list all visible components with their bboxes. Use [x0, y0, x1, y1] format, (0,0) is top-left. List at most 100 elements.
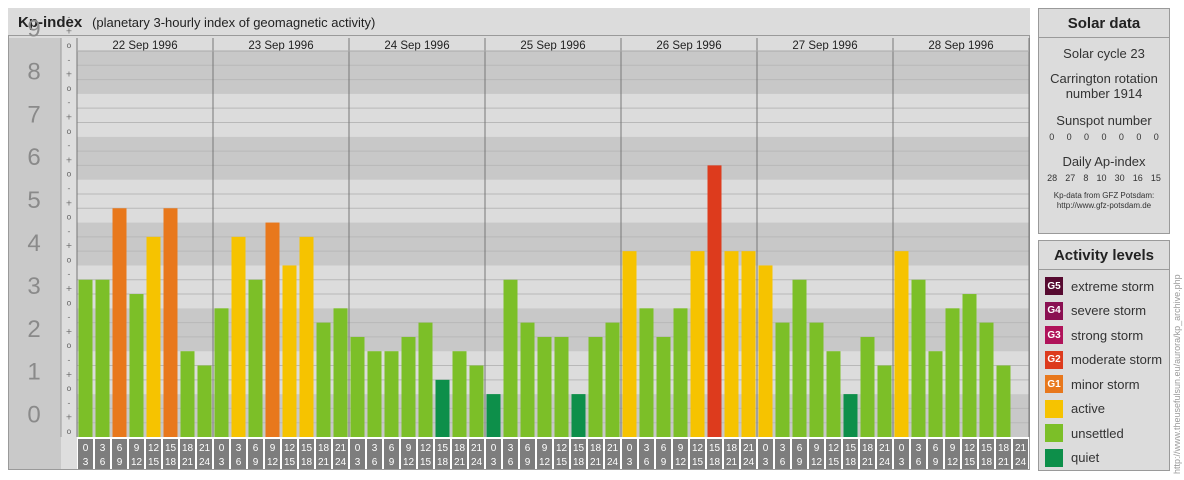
interval-box: [231, 439, 246, 469]
solar-data-panel: Solar data Solar cycle 23 Carrington rot…: [1038, 8, 1170, 234]
interval-end-label: 18: [437, 457, 449, 468]
legend-label: minor storm: [1071, 376, 1140, 392]
y-sublabel: o: [67, 255, 72, 264]
interval-start-label: 9: [134, 443, 140, 454]
interval-start-label: 9: [814, 443, 820, 454]
interval-end-label: 15: [692, 457, 704, 468]
kp-bar: [826, 351, 841, 437]
interval-box: [265, 439, 280, 469]
interval-start-label: 6: [389, 443, 395, 454]
ap-value: 30: [1114, 173, 1125, 183]
interval-box: [180, 439, 195, 469]
interval-box: [197, 439, 212, 469]
interval-end-label: 24: [743, 457, 755, 468]
interval-end-label: 9: [661, 457, 667, 468]
y-sublabel: o: [67, 298, 72, 307]
sunspot-value: 0: [1136, 132, 1142, 142]
legend-swatch: [1045, 399, 1063, 418]
y-tick-label: 5: [27, 187, 40, 214]
kp-bar: [979, 322, 994, 437]
kp-bar: [996, 365, 1011, 437]
kp-bar: [571, 394, 586, 437]
interval-box: [401, 439, 416, 469]
kp-bar: [180, 351, 195, 437]
interval-box: [571, 439, 586, 469]
kp-level-band: [77, 179, 1029, 223]
kp-bar: [537, 336, 552, 437]
y-sublabel: -: [68, 184, 71, 193]
legend-item-strong-storm: G3 strong storm: [1039, 323, 1169, 348]
legend-item-active: active: [1039, 397, 1169, 422]
interval-end-label: 18: [845, 457, 857, 468]
interval-end-label: 3: [355, 457, 361, 468]
y-sublabel: o: [67, 41, 72, 50]
interval-box: [299, 439, 314, 469]
y-sublabel: o: [67, 170, 72, 179]
kp-bar: [724, 251, 739, 437]
interval-start-label: 15: [981, 443, 993, 454]
interval-box: [316, 439, 331, 469]
data-credit: Kp-data from GFZ Potsdam: http://www.gfz…: [1039, 191, 1169, 211]
legend-swatch: [1045, 448, 1063, 467]
y-sublabel: o: [67, 427, 72, 436]
y-tick-label: 6: [27, 144, 40, 171]
y-sublabel: o: [67, 84, 72, 93]
y-sublabel: -: [68, 270, 71, 279]
interval-end-label: 9: [389, 457, 395, 468]
y-sublabel: -: [68, 227, 71, 236]
interval-end-label: 12: [267, 457, 279, 468]
interval-box: [129, 439, 144, 469]
interval-box: [554, 439, 569, 469]
interval-start-label: 6: [117, 443, 123, 454]
interval-end-label: 15: [148, 457, 160, 468]
interval-box: [248, 439, 263, 469]
y-sublabel: o: [67, 213, 72, 222]
y-sublabel: +: [66, 155, 73, 164]
activity-levels-title: Activity levels: [1039, 241, 1169, 270]
interval-start-label: 12: [420, 443, 432, 454]
kp-bar: [248, 279, 263, 437]
kp-bar: [622, 251, 637, 437]
interval-box: [367, 439, 382, 469]
interval-box: [333, 439, 348, 469]
legend-label: severe storm: [1071, 303, 1147, 319]
interval-end-label: 18: [573, 457, 585, 468]
interval-start-label: 3: [372, 443, 378, 454]
interval-start-label: 21: [879, 443, 891, 454]
interval-end-label: 21: [590, 457, 602, 468]
kp-bar: [129, 294, 144, 437]
interval-start-label: 9: [406, 443, 412, 454]
y-tick-label: 2: [27, 316, 40, 343]
source-url: http://www.theusefulsun.eu/aurora/kp_arc…: [1172, 274, 1182, 474]
interval-end-label: 24: [879, 457, 891, 468]
y-tick-label: 9: [27, 16, 40, 43]
sunspot-values: 0 0 0 0 0 0 0: [1039, 132, 1169, 142]
interval-start-label: 3: [780, 443, 786, 454]
interval-box: [911, 439, 926, 469]
credit-link[interactable]: http://www.gfz-potsdam.de: [1056, 201, 1152, 210]
interval-start-label: 0: [219, 443, 225, 454]
carrington-rotation-number: number 1914: [1065, 86, 1143, 101]
kp-bar: [452, 351, 467, 437]
interval-end-label: 15: [284, 457, 296, 468]
y-sublabel: o: [67, 384, 72, 393]
y-tick-label: 7: [27, 101, 40, 128]
interval-end-label: 6: [236, 457, 242, 468]
interval-box: [639, 439, 654, 469]
interval-box: [146, 439, 161, 469]
interval-box: [996, 439, 1011, 469]
interval-end-label: 15: [828, 457, 840, 468]
interval-start-label: 9: [542, 443, 548, 454]
interval-end-label: 3: [627, 457, 633, 468]
kp-bar: [775, 322, 790, 437]
kp-bar: [163, 208, 178, 437]
legend-swatch: [1045, 424, 1063, 443]
legend-swatch: G3: [1045, 326, 1063, 345]
kp-bar: [656, 336, 671, 437]
kp-bar: [520, 322, 535, 437]
y-sublabel: +: [66, 284, 73, 293]
interval-start-label: 21: [199, 443, 211, 454]
kp-level-band: [77, 222, 1029, 266]
y-tick-label: 4: [27, 230, 40, 257]
interval-box: [112, 439, 127, 469]
